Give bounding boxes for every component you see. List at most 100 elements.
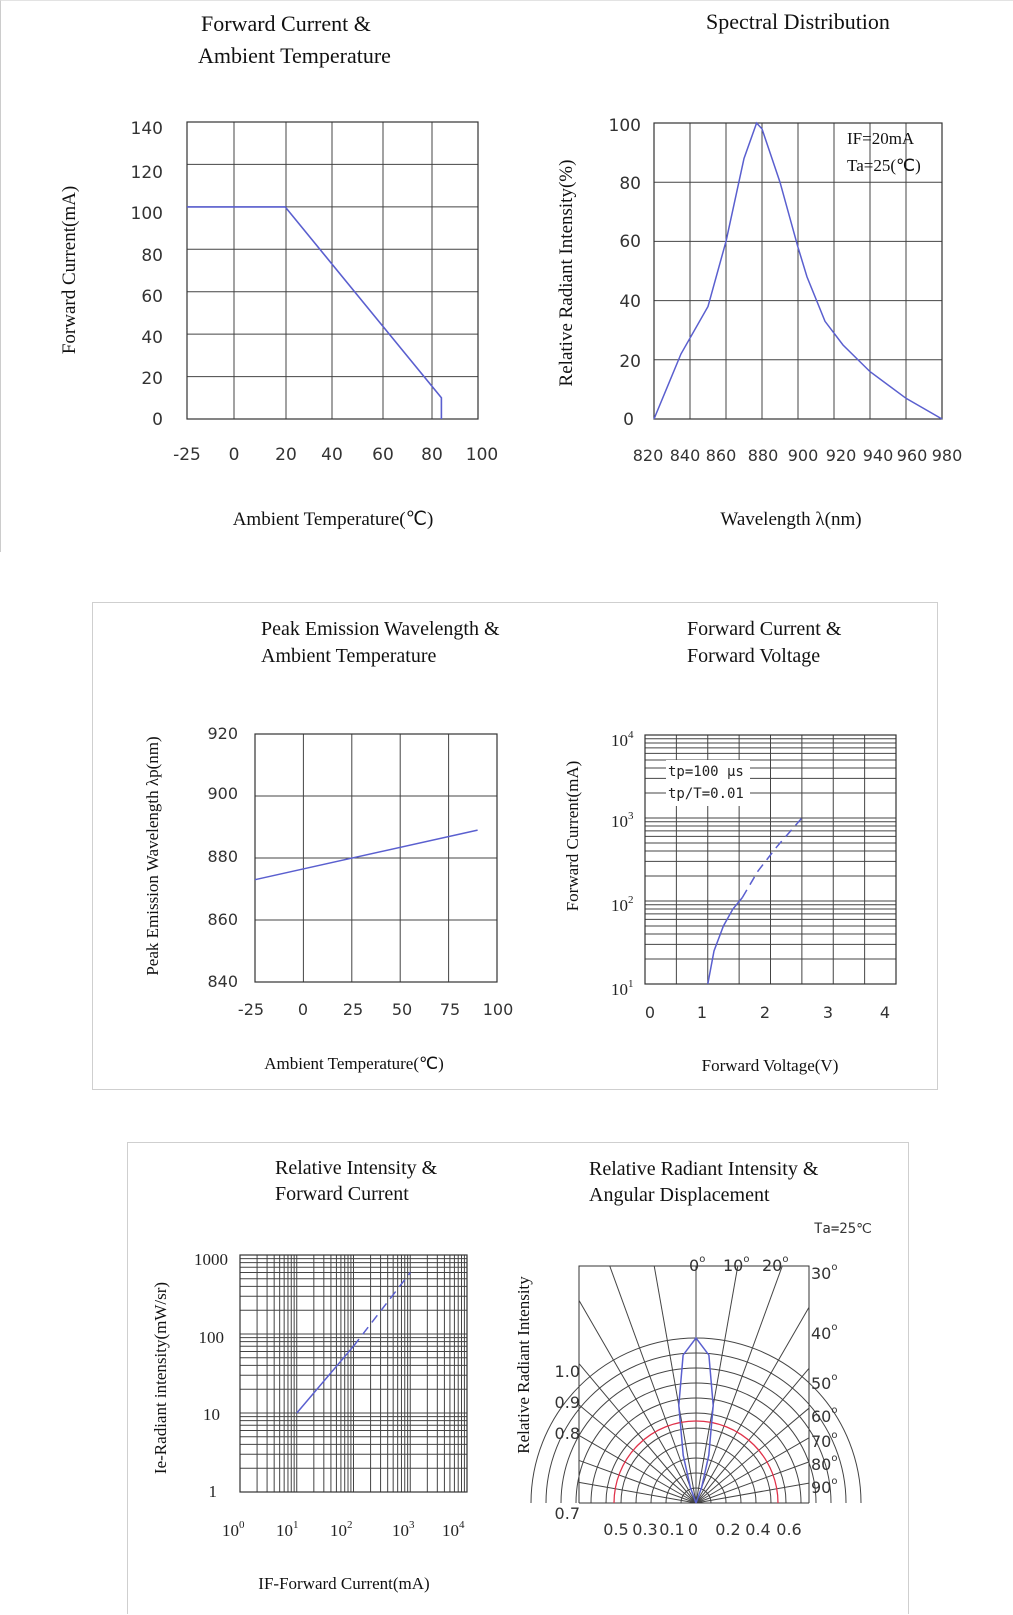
chart1-x-tick: 80 <box>421 445 443 465</box>
chart6-frame <box>578 1265 810 1503</box>
chart1-y-tick: 100 <box>131 204 163 224</box>
chart-forward-current-temperature: Forward Current & Ambient Temperature -2… <box>59 11 498 530</box>
chart6-spoke <box>653 1265 697 1504</box>
chart4-series-solid <box>707 897 743 985</box>
chart6-angle-label: 70o <box>811 1430 837 1451</box>
chart3-x-tick: 25 <box>343 1000 363 1019</box>
chart-spectral-distribution: Spectral Distribution 820 840 860 880 90… <box>556 9 962 530</box>
chart4-annotation-bg <box>666 760 750 806</box>
chart6-bottom-label: 0.6 <box>776 1520 801 1539</box>
chart4-x-tick: 2 <box>760 1003 770 1022</box>
chart5-plot-frame <box>239 1254 468 1493</box>
chart2-y-ticks: 0 20 40 60 80 100 <box>609 116 641 430</box>
chart3-y-tick: 840 <box>207 972 238 991</box>
chart6-bottom-label: 0 <box>688 1520 698 1539</box>
chart1-grid <box>187 122 478 419</box>
chart2-grid <box>654 123 942 419</box>
chart2-y-tick: 40 <box>619 292 641 312</box>
chart6-radial-labels: 1.0 0.9 0.8 0.7 <box>555 1362 580 1523</box>
chart3-y-tick: 920 <box>207 724 238 743</box>
chart6-spoke <box>695 1461 810 1504</box>
chart6-angle-label: 80o <box>811 1453 837 1474</box>
chart6-spoke <box>578 1404 697 1504</box>
chart6-spoke <box>609 1265 697 1504</box>
chart1-x-tick: 0 <box>229 445 240 465</box>
chart3-x-tick: 50 <box>392 1000 412 1019</box>
chart4-x-ticks: 0 1 2 3 4 <box>645 1003 890 1022</box>
chart2-x-tick: 920 <box>826 446 857 465</box>
chart-forward-current-voltage: Forward Current & Forward Voltage 0 1 2 … <box>563 618 897 1075</box>
chart2-x-tick: 860 <box>706 446 737 465</box>
chart2-y-tick: 100 <box>609 116 641 136</box>
chart2-x-tick: 900 <box>788 446 819 465</box>
chart4-series-dashed <box>741 817 803 898</box>
chart6-angle-label: 40o <box>811 1322 837 1343</box>
chart2-y-axis-label: Relative Radiant Intensity(%) <box>556 160 577 387</box>
chart1-x-axis-label: Ambient Temperature(℃) <box>233 509 434 530</box>
panel-top-svg: Forward Current & Ambient Temperature -2… <box>59 9 962 530</box>
chart5-x-tick: 100 <box>222 1519 245 1540</box>
chart6-spoke <box>695 1482 810 1504</box>
chart1-y-tick: 140 <box>131 119 163 139</box>
chart2-plot-frame <box>653 122 943 420</box>
chart5-series-solid <box>296 1345 355 1414</box>
chart2-annotation-if: IF=20mA <box>847 129 915 148</box>
chart5-y-tick: 100 <box>199 1328 225 1347</box>
chart5-x-tick: 104 <box>442 1519 465 1540</box>
chart6-angle-labels: 0o 10o 20o 30o 40o 50o 60o 70o 80o 90o <box>689 1254 837 1497</box>
chart3-series-line <box>254 829 478 881</box>
chart6-highlight-arc <box>613 1420 779 1504</box>
chart2-x-tick: 940 <box>863 446 894 465</box>
panel-top: Forward Current & Ambient Temperature -2… <box>0 0 1013 552</box>
chart3-plot-frame <box>254 733 498 983</box>
chart5-y-ticks: 1 10 100 1000 <box>194 1250 228 1501</box>
chart6-angle-label: 0o <box>689 1254 705 1275</box>
chart4-y-tick: 103 <box>611 810 634 831</box>
chart3-y-tick: 900 <box>207 784 238 803</box>
chart3-x-tick: 100 <box>483 1000 514 1019</box>
chart6-bottom-label: 0.2 <box>715 1520 740 1539</box>
chart5-y-tick: 1 <box>209 1482 218 1501</box>
chart3-y-ticks: 840 860 880 900 920 <box>207 724 238 991</box>
chart5-x-axis-label: IF-Forward Current(mA) <box>258 1574 429 1593</box>
chart4-title-line2: Forward Voltage <box>687 645 820 667</box>
chart5-title-line1: Relative Intensity & <box>275 1157 438 1179</box>
chart6-angle-label: 90o <box>811 1476 837 1497</box>
chart3-y-tick: 880 <box>207 847 238 866</box>
chart4-x-axis-label: Forward Voltage(V) <box>702 1056 839 1075</box>
chart6-radiation-lobe <box>678 1336 714 1504</box>
chart4-plot-frame <box>644 734 897 985</box>
chart5-title-line2: Forward Current <box>275 1183 409 1205</box>
chart6-spoke <box>695 1437 810 1504</box>
chart5-x-ticks: 100 101 102 103 104 <box>222 1519 465 1540</box>
chart4-title-line1: Forward Current & <box>687 618 842 640</box>
chart1-series-line <box>187 206 443 419</box>
chart4-annotation-tp: tp=100 μs <box>668 764 744 780</box>
chart4-y-tick: 101 <box>611 978 634 999</box>
chart4-y-tick: 104 <box>611 729 634 750</box>
chart1-title-line1: Forward Current & <box>201 11 371 36</box>
chart6-angle-label: 50o <box>811 1372 837 1393</box>
chart2-x-tick: 980 <box>932 446 963 465</box>
chart6-y-axis-label: Relative Radiant Intensity <box>514 1276 533 1454</box>
chart6-radial-label: 0.7 <box>555 1504 580 1523</box>
chart-relative-intensity-current: Relative Intensity & Forward Current 100… <box>151 1157 468 1593</box>
chart3-x-ticks: -25 0 25 50 75 100 <box>238 1000 513 1019</box>
chart5-x-tick: 101 <box>276 1519 299 1540</box>
chart6-bottom-label: 0.1 <box>659 1520 684 1539</box>
chart1-x-tick: 60 <box>372 445 394 465</box>
chart6-spoke <box>695 1368 810 1504</box>
chart2-y-tick: 20 <box>619 352 641 372</box>
chart6-spoke <box>578 1481 697 1504</box>
chart3-y-axis-label: Peak Emission Wavelength λp(nm) <box>143 736 162 975</box>
chart2-x-axis-label: Wavelength λ(nm) <box>720 509 861 530</box>
chart4-y-ticks: 101 102 103 104 <box>611 729 634 999</box>
chart3-x-tick: 75 <box>440 1000 460 1019</box>
panel-bottom-svg: Relative Intensity & Forward Current 100… <box>151 1157 872 1593</box>
chart6-angle-label: 60o <box>811 1405 837 1426</box>
chart1-y-axis-label: Forward Current(mA) <box>59 186 80 354</box>
chart2-title: Spectral Distribution <box>706 9 890 34</box>
chart6-spoke <box>578 1363 697 1504</box>
chart3-grid <box>255 734 497 982</box>
chart5-y-tick: 10 <box>203 1405 220 1424</box>
